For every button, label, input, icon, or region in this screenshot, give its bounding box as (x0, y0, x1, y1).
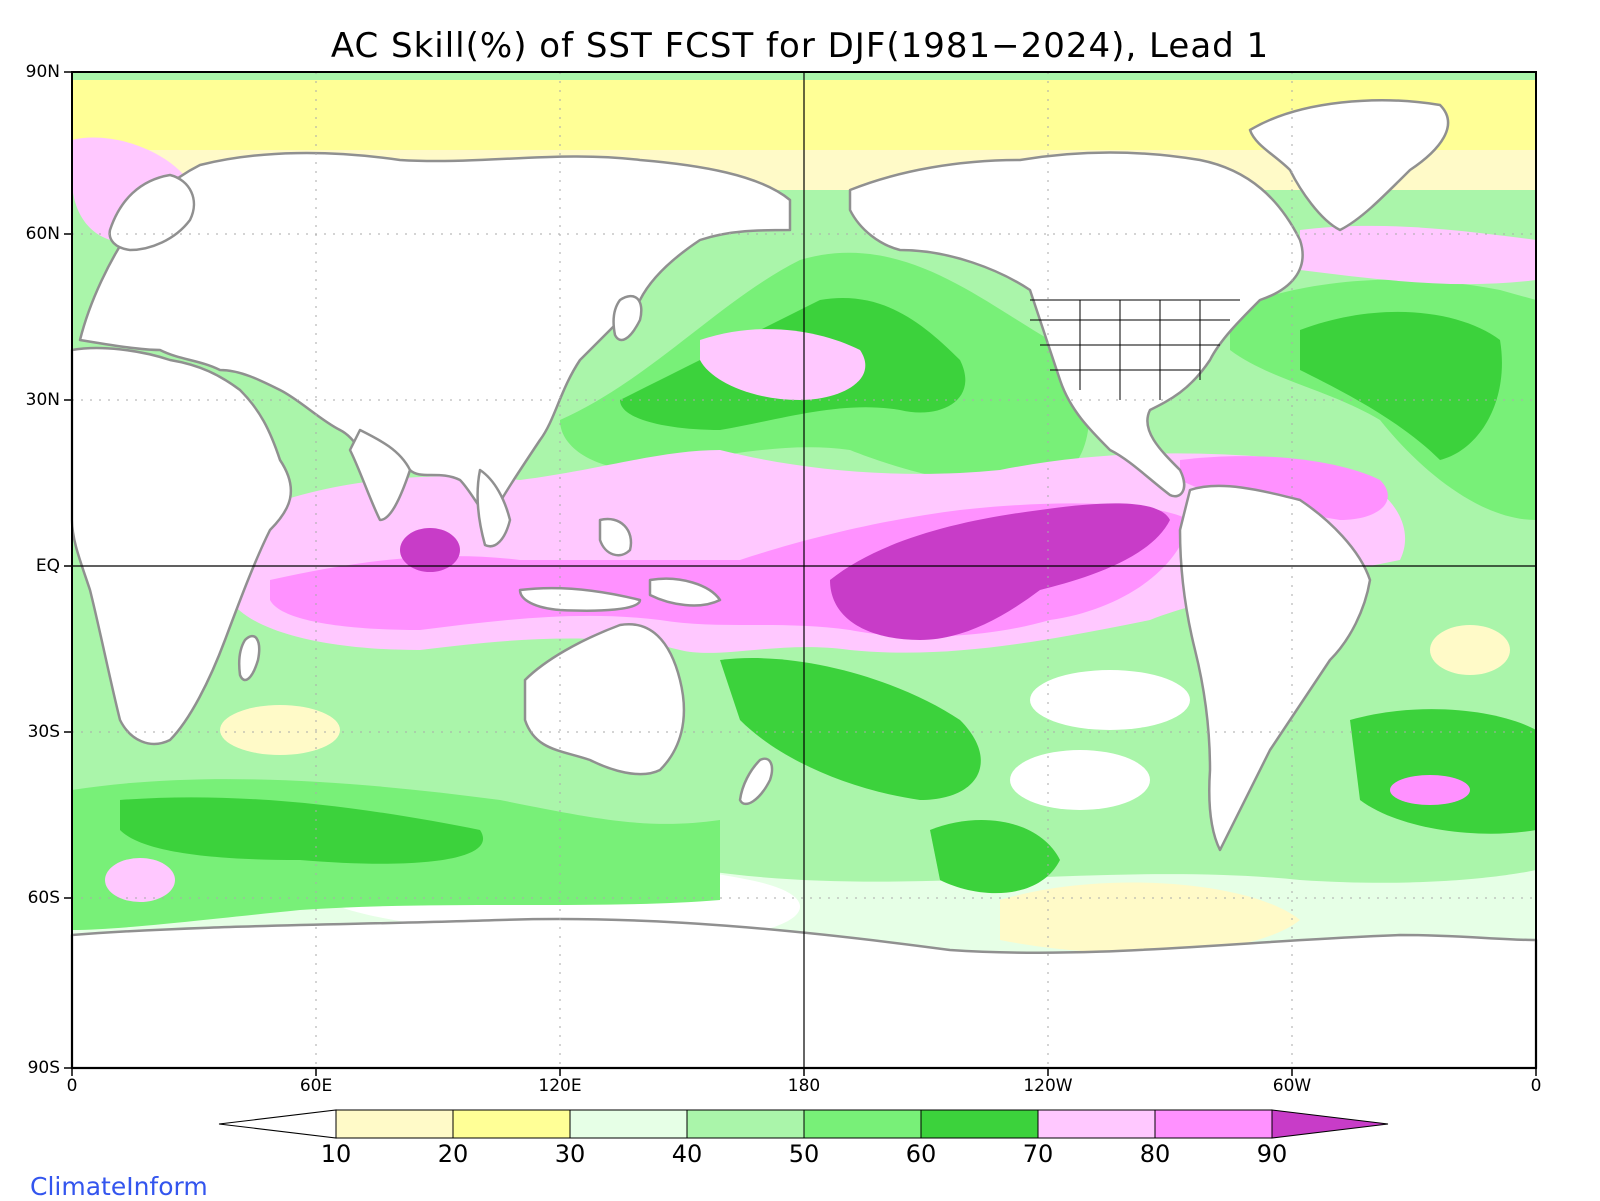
colorbar-label-80: 80 (1139, 1140, 1171, 1168)
colorbar-label-40: 40 (671, 1140, 703, 1168)
colorbar-bin-20-30 (452, 1109, 571, 1139)
colorbar (218, 1109, 1389, 1139)
lon-label-60w: 60W (1272, 1076, 1312, 1096)
grid-lines (72, 72, 1536, 1068)
colorbar-bin-80-90 (1154, 1109, 1273, 1139)
colorbar-bin-30-40 (569, 1109, 688, 1139)
colorbar-bin-40-50 (686, 1109, 805, 1139)
australia (523, 622, 686, 776)
lat-label-eq: EQ (35, 556, 60, 576)
nino-core (830, 503, 1170, 640)
colorbar-label-60: 60 (905, 1140, 937, 1168)
south-america (1178, 484, 1372, 852)
eurasia (78, 151, 792, 522)
colorbar-label-20: 20 (437, 1140, 469, 1168)
lon-label-60e: 60E (299, 1076, 333, 1096)
indian-ocean-core (400, 528, 460, 572)
credit-text[interactable]: ClimateInform (30, 1172, 208, 1201)
lat-label-30n: 30N (25, 390, 60, 410)
colorbar-bin-10-20 (335, 1109, 454, 1139)
lon-label-0-left: 0 (66, 1076, 78, 1096)
colorbar-low-arrow (218, 1109, 337, 1139)
land-masses (70, 99, 1538, 1070)
colorbar-bin-70-80 (1037, 1109, 1156, 1139)
lat-label-90n: 90N (25, 62, 60, 82)
lat-label-60s: 60S (27, 888, 60, 908)
colorbar-label-30: 30 (554, 1140, 586, 1168)
colorbar-high-arrow (1271, 1109, 1389, 1139)
colorbar-label-50: 50 (788, 1140, 820, 1168)
map-title: AC Skill(%) of SST FCST for DJF(1981−202… (330, 26, 1270, 66)
colorbar-bin-60-70 (920, 1109, 1039, 1139)
lon-label-120w: 120W (1023, 1076, 1073, 1096)
lon-label-120e: 120E (538, 1076, 582, 1096)
lat-label-60n: 60N (25, 224, 60, 244)
africa (70, 346, 293, 746)
north-america (848, 151, 1304, 498)
lat-label-30s: 30S (27, 722, 60, 742)
lon-label-180: 180 (787, 1076, 821, 1096)
colorbar-label-10: 10 (320, 1140, 352, 1168)
lon-label-0-right: 0 (1530, 1076, 1542, 1096)
colorbar-label-90: 90 (1256, 1140, 1288, 1168)
colorbar-label-70: 70 (1022, 1140, 1054, 1168)
colorbar-bin-50-60 (803, 1109, 922, 1139)
us-borders (1030, 299, 1240, 400)
lat-label-90s: 90S (27, 1058, 60, 1078)
